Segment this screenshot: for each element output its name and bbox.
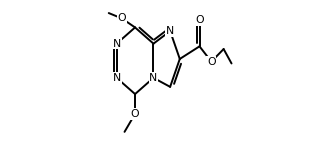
- Text: O: O: [207, 57, 216, 67]
- Text: N: N: [166, 26, 174, 36]
- Text: O: O: [118, 13, 126, 23]
- Text: N: N: [113, 39, 121, 49]
- Text: N: N: [113, 73, 121, 83]
- Text: N: N: [149, 73, 157, 83]
- Text: O: O: [131, 109, 139, 119]
- Text: O: O: [195, 15, 204, 25]
